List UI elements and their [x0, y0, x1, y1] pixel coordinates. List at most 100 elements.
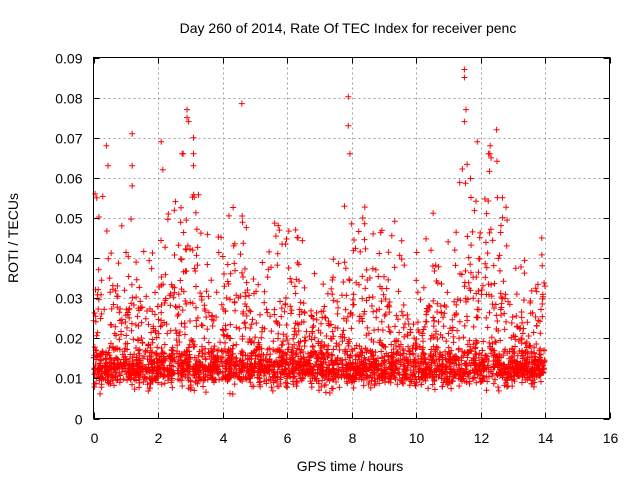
- data-point: [185, 118, 192, 125]
- data-point: [259, 259, 266, 266]
- data-point: [500, 278, 507, 285]
- data-point: [302, 359, 309, 366]
- data-point: [152, 350, 159, 357]
- data-point: [175, 332, 182, 339]
- data-point: [202, 355, 209, 362]
- data-point: [359, 273, 366, 280]
- data-point: [446, 356, 453, 363]
- data-point: [248, 339, 255, 346]
- data-point: [462, 180, 469, 187]
- data-point: [524, 368, 531, 375]
- data-point: [467, 269, 474, 276]
- data-point: [175, 242, 182, 249]
- data-point: [381, 358, 388, 365]
- data-point: [178, 256, 185, 263]
- data-point: [283, 321, 290, 328]
- data-point: [365, 356, 372, 363]
- data-point: [318, 320, 325, 327]
- y-tick-label: 0.07: [55, 131, 82, 147]
- data-point: [194, 244, 201, 251]
- data-point: [263, 306, 270, 313]
- data-point: [143, 293, 150, 300]
- data-point: [129, 182, 136, 189]
- data-point: [205, 293, 212, 300]
- data-point: [322, 314, 329, 321]
- data-point: [300, 300, 307, 307]
- data-point: [274, 320, 281, 327]
- data-point: [93, 194, 100, 201]
- data-point: [480, 282, 487, 289]
- data-point: [292, 320, 299, 327]
- data-point: [195, 352, 202, 359]
- data-point: [305, 361, 312, 368]
- data-point: [468, 348, 475, 355]
- data-point: [113, 369, 120, 376]
- data-point: [336, 346, 343, 353]
- data-point: [225, 376, 232, 383]
- data-point: [362, 367, 369, 374]
- data-point: [482, 260, 489, 267]
- data-point: [102, 363, 109, 370]
- data-point: [370, 230, 377, 237]
- data-point: [306, 353, 313, 360]
- data-point: [217, 339, 224, 346]
- data-point: [425, 307, 432, 314]
- data-point: [241, 320, 248, 327]
- data-point: [461, 118, 468, 125]
- data-point: [383, 285, 390, 292]
- data-point: [532, 358, 539, 365]
- data-point: [385, 249, 392, 256]
- data-point: [421, 323, 428, 330]
- data-point: [288, 307, 295, 314]
- data-point: [192, 268, 199, 275]
- data-point: [361, 236, 368, 243]
- data-point: [283, 383, 290, 390]
- data-point: [181, 360, 188, 367]
- data-point: [464, 161, 471, 168]
- data-point: [452, 262, 459, 269]
- data-point: [471, 207, 478, 214]
- data-point: [347, 309, 354, 316]
- data-point: [278, 354, 285, 361]
- data-point: [292, 226, 299, 233]
- data-point: [411, 335, 418, 342]
- data-point: [364, 324, 371, 331]
- data-point: [361, 308, 368, 315]
- data-point: [500, 363, 507, 370]
- data-point: [465, 254, 472, 261]
- data-point: [441, 310, 448, 317]
- data-point: [280, 331, 287, 338]
- data-point: [342, 265, 349, 272]
- data-point: [267, 351, 274, 358]
- data-point: [534, 281, 541, 288]
- data-point: [519, 362, 526, 369]
- data-point: [174, 348, 181, 355]
- data-point: [224, 332, 231, 339]
- data-point: [495, 327, 502, 334]
- data-point: [308, 384, 315, 391]
- data-point: [175, 291, 182, 298]
- data-point: [426, 356, 433, 363]
- data-point: [198, 346, 205, 353]
- data-point: [511, 372, 518, 379]
- data-point: [501, 326, 508, 333]
- data-point: [341, 203, 348, 210]
- data-point: [108, 359, 115, 366]
- data-point: [375, 361, 382, 368]
- data-point: [406, 382, 413, 389]
- data-point: [309, 367, 316, 374]
- data-point: [98, 277, 105, 284]
- data-point: [258, 328, 265, 335]
- data-point: [171, 284, 178, 291]
- data-point: [449, 378, 456, 385]
- data-point: [528, 348, 535, 355]
- data-point: [158, 358, 165, 365]
- data-point: [204, 326, 211, 333]
- data-point: [293, 276, 300, 283]
- data-point: [97, 357, 104, 364]
- data-point: [128, 216, 135, 223]
- data-point: [447, 369, 454, 376]
- data-point: [339, 331, 346, 338]
- data-point: [359, 371, 366, 378]
- data-point: [420, 284, 427, 291]
